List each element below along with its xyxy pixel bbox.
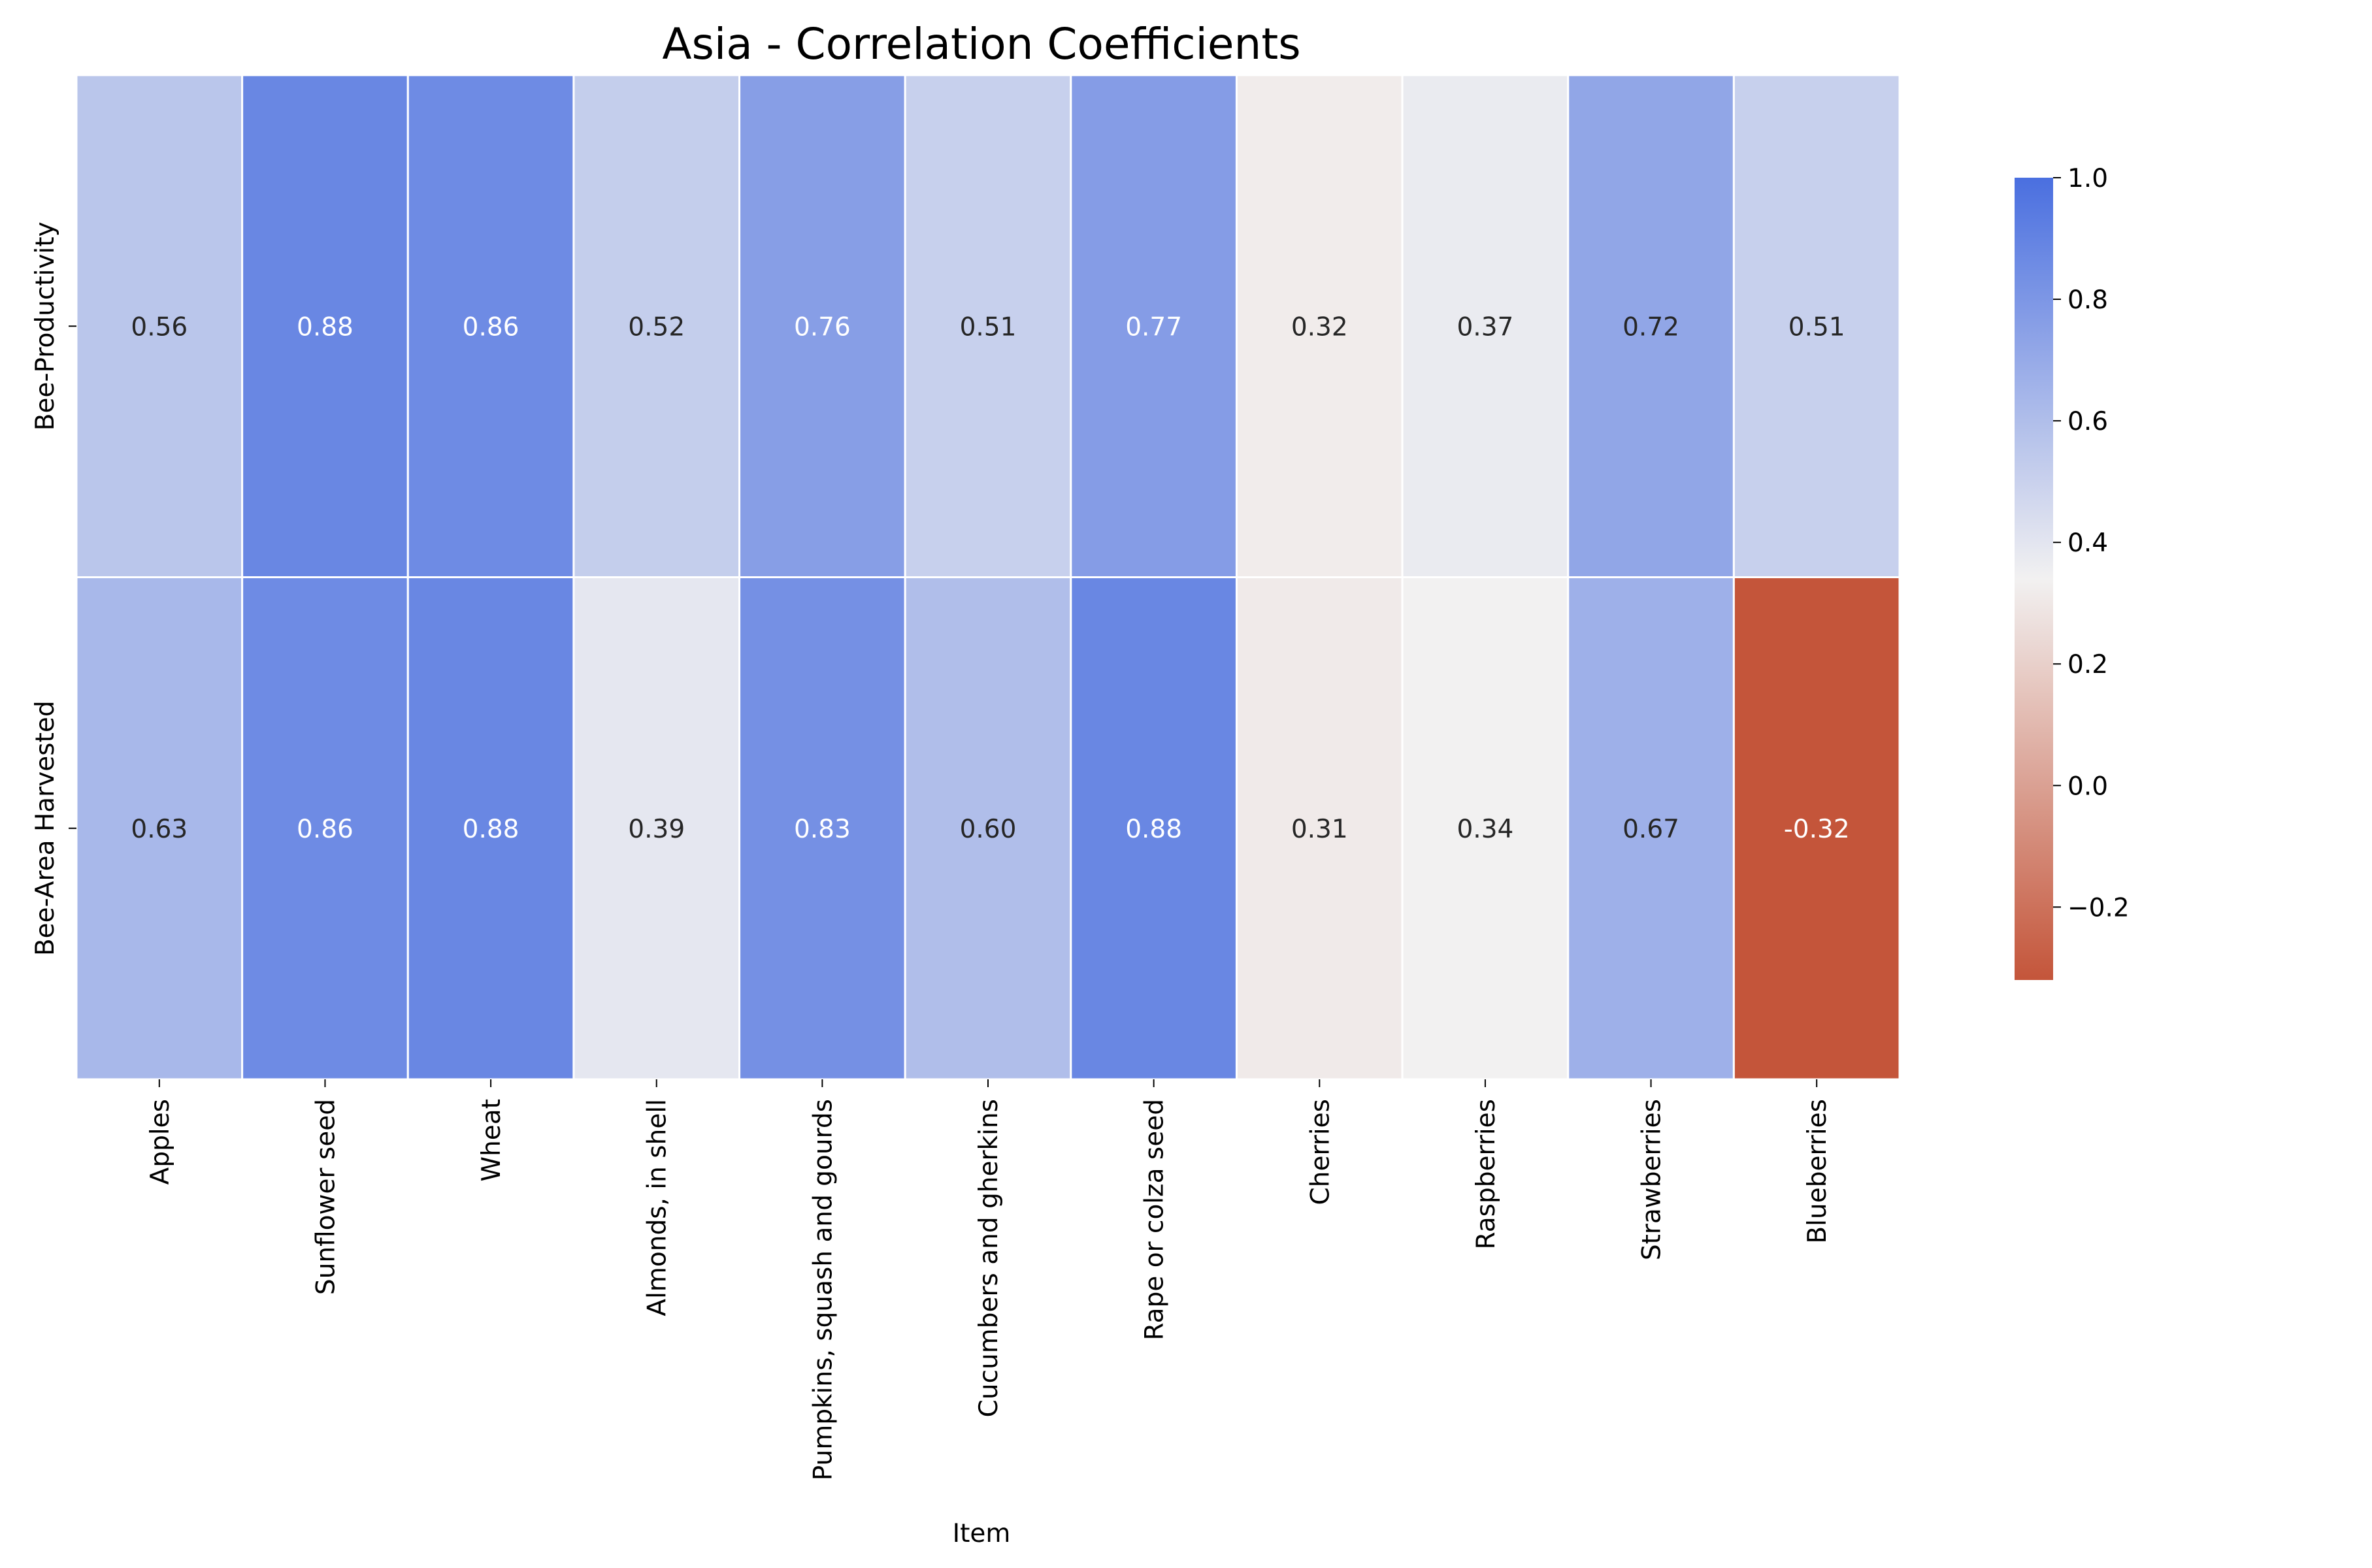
colorbar-tick-label: 0.2 bbox=[2067, 650, 2108, 679]
cell-value-label: 0.51 bbox=[960, 312, 1017, 342]
heatmap-cell bbox=[406, 74, 575, 578]
colorbar-tick-label: −0.2 bbox=[2067, 893, 2130, 923]
cell-value-label: 0.39 bbox=[628, 815, 685, 844]
cell-value-label: 0.88 bbox=[463, 815, 519, 844]
heatmap-cell bbox=[1235, 576, 1404, 1081]
heatmap-cell bbox=[1732, 576, 1901, 1081]
cell-value-label: 0.34 bbox=[1457, 815, 1513, 844]
cell-value-label: 0.86 bbox=[463, 312, 519, 342]
cell-value-label: 0.56 bbox=[131, 312, 188, 342]
x-tick-label: Cucumbers and gherkins bbox=[974, 1099, 1004, 1417]
cell-value-label: 0.72 bbox=[1623, 312, 1679, 342]
colorbar-tick-label: 0.6 bbox=[2067, 407, 2108, 436]
colorbar: 1.0 0.8 0.6 0.4 0.2 0.0 −0.2 bbox=[2015, 164, 2130, 980]
heatmap-cell bbox=[406, 576, 575, 1081]
x-tick-label: Cherries bbox=[1306, 1099, 1335, 1205]
heatmap-cell bbox=[738, 576, 906, 1081]
y-axis: Bee-Productivity Bee-Area Harvested bbox=[31, 221, 76, 956]
x-tick-label: Rape or colza seed bbox=[1140, 1099, 1170, 1341]
x-axis-label: Item bbox=[953, 1519, 1011, 1548]
x-tick-label: Apples bbox=[146, 1099, 175, 1184]
colorbar-gradient bbox=[2015, 178, 2053, 980]
heatmap-cell bbox=[1732, 74, 1901, 578]
x-tick-label: Wheat bbox=[477, 1099, 506, 1181]
x-tick-label: Almonds, in shell bbox=[643, 1099, 672, 1316]
cell-value-label: 0.86 bbox=[297, 815, 354, 844]
cell-value-label: 0.60 bbox=[960, 815, 1017, 844]
heatmap-cell bbox=[241, 576, 409, 1081]
cell-value-label: 0.88 bbox=[1125, 815, 1182, 844]
x-tick-label: Sunflower seed bbox=[311, 1099, 340, 1295]
heatmap-cell bbox=[904, 576, 1072, 1081]
colorbar-tick-label: 0.4 bbox=[2067, 529, 2108, 558]
heatmap-cell bbox=[904, 74, 1072, 578]
heatmap-cell bbox=[738, 74, 906, 578]
colorbar-tick-label: 0.8 bbox=[2067, 286, 2108, 315]
cell-value-label: -0.32 bbox=[1784, 815, 1850, 844]
cell-value-label: 0.51 bbox=[1788, 312, 1845, 342]
chart-title: Asia - Correlation Coefficients bbox=[662, 19, 1300, 69]
cell-value-label: 0.88 bbox=[297, 312, 354, 342]
colorbar-tick-label: 0.0 bbox=[2067, 772, 2108, 801]
cell-value-labels: 0.56 0.88 0.86 0.52 0.76 0.51 0.77 0.32 0.37 0.72… bbox=[131, 312, 1849, 844]
x-tick-label: Strawberries bbox=[1638, 1099, 1667, 1260]
heatmap-cell bbox=[1070, 576, 1238, 1081]
heatmap-cell bbox=[1567, 74, 1735, 578]
cell-value-label: 0.31 bbox=[1291, 815, 1348, 844]
heatmap-cell bbox=[1401, 576, 1570, 1081]
y-tick-label: Bee-Area Harvested bbox=[31, 700, 60, 956]
cell-value-label: 0.37 bbox=[1457, 312, 1513, 342]
cell-value-label: 0.67 bbox=[1623, 815, 1679, 844]
y-tick-label: Bee-Productivity bbox=[31, 221, 60, 431]
heatmap-cell bbox=[241, 74, 409, 578]
cell-value-label: 0.32 bbox=[1291, 312, 1348, 342]
x-tick-label: Raspberries bbox=[1472, 1099, 1501, 1250]
cell-value-label: 0.52 bbox=[628, 312, 685, 342]
x-axis: Apples Sunflower seed Wheat Almonds, in she… bbox=[146, 1079, 1832, 1480]
heatmap-cell bbox=[75, 74, 244, 578]
heatmap-cell bbox=[1567, 576, 1735, 1081]
cell-value-label: 0.76 bbox=[794, 312, 851, 342]
heatmap-cell bbox=[1235, 74, 1404, 578]
heatmap-cell bbox=[572, 576, 741, 1081]
heatmap-cell bbox=[75, 576, 244, 1081]
heatmap-cell bbox=[572, 74, 741, 578]
x-tick-label: Blueberries bbox=[1803, 1099, 1832, 1244]
x-tick-label: Pumpkins, squash and gourds bbox=[808, 1099, 838, 1480]
colorbar-tick-label: 1.0 bbox=[2067, 164, 2108, 193]
heatmap-cells bbox=[75, 74, 1901, 1081]
cell-value-label: 0.77 bbox=[1125, 312, 1182, 342]
cell-value-label: 0.63 bbox=[131, 815, 188, 844]
cell-value-label: 0.83 bbox=[794, 815, 851, 844]
